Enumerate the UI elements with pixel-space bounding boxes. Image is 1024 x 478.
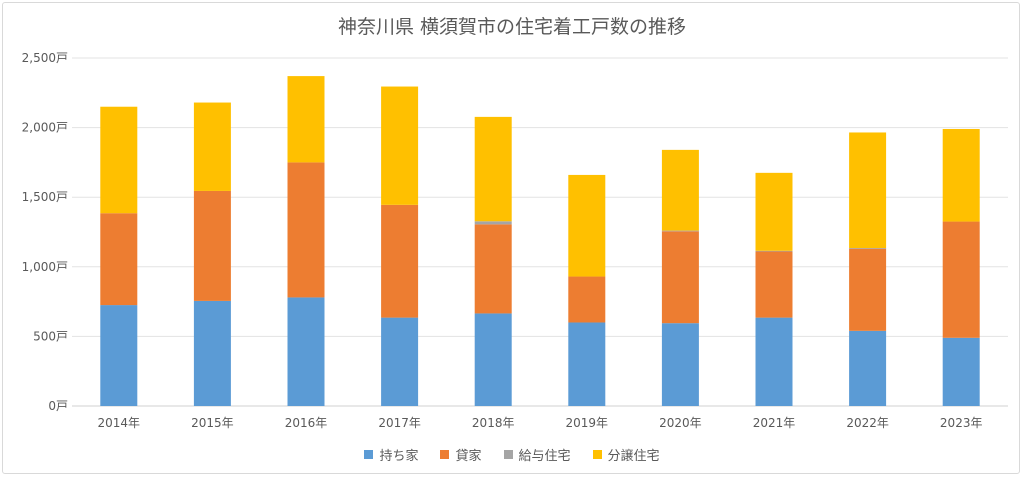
bar-segment-owned — [755, 317, 793, 406]
bar-segment-company-housing — [755, 250, 793, 252]
legend-item-rental: 貸家 — [440, 445, 482, 464]
x-tick-label: 2020年 — [659, 416, 702, 430]
bar-segment-rental — [755, 251, 793, 318]
legend-label-company-housing: 給与住宅 — [518, 449, 571, 464]
bar-segment-rental — [381, 204, 419, 318]
x-tick-label: 2019年 — [566, 416, 609, 430]
legend-label-owned: 持ち家 — [379, 449, 419, 464]
bar-segment-for-sale — [755, 172, 793, 251]
bar-segment-owned — [474, 313, 512, 406]
bar-segment-company-housing — [474, 221, 512, 225]
chart-title: 神奈川県 横須賀市の住宅着工戸数の推移 — [337, 16, 687, 38]
bar-segment-company-housing — [661, 230, 699, 232]
bar-segment-rental — [287, 162, 325, 298]
y-tick-label: 2,000戸 — [22, 121, 68, 135]
bar-segment-owned — [568, 322, 606, 406]
bar-segment-rental — [568, 276, 606, 323]
bar-segment-company-housing — [849, 248, 887, 249]
bar-segment-for-sale — [661, 149, 699, 231]
x-tick-label: 2014年 — [98, 416, 141, 430]
bar-segment-for-sale — [193, 102, 231, 191]
bar-segment-for-sale — [381, 86, 419, 205]
bar-segment-owned — [661, 323, 699, 406]
legend-item-owned: 持ち家 — [364, 445, 418, 464]
legend-swatch-rental — [440, 450, 450, 459]
bar-segment-rental — [942, 221, 980, 338]
x-tick-label: 2015年 — [191, 416, 234, 430]
bar-segment-owned — [381, 317, 419, 406]
bar-segment-for-sale — [942, 128, 980, 222]
y-tick-label: 1,500戸 — [22, 190, 68, 204]
bar-segment-for-sale — [568, 174, 606, 277]
legend-swatch-for-sale — [592, 450, 602, 459]
bar-segment-rental — [661, 231, 699, 324]
y-tick-label: 1,000戸 — [22, 260, 68, 274]
bar-segment-rental — [100, 213, 138, 306]
legend-swatch-company-housing — [503, 450, 513, 459]
y-tick-label: 0戸 — [48, 399, 68, 413]
y-tick-label: 2,500戸 — [22, 51, 68, 65]
legend-swatch-owned — [364, 450, 374, 459]
bar-segment-for-sale — [849, 132, 887, 249]
bar-segment-for-sale — [474, 116, 512, 222]
x-tick-label: 2022年 — [846, 416, 889, 430]
bar-segment-for-sale — [287, 76, 325, 163]
bar-segment-owned — [100, 305, 138, 406]
y-tick-label: 500戸 — [33, 329, 68, 343]
legend-label-for-sale: 分譲住宅 — [607, 449, 660, 464]
x-tick-label: 2016年 — [285, 416, 328, 430]
bar-segment-owned — [193, 300, 231, 406]
bar-segment-owned — [849, 330, 887, 406]
bar-segment-rental — [193, 190, 231, 301]
bar-segment-rental — [474, 224, 512, 314]
legend-label-rental: 貸家 — [455, 449, 482, 464]
bar-segment-owned — [942, 337, 980, 406]
x-tick-label: 2021年 — [753, 416, 796, 430]
x-tick-label: 2023年 — [940, 416, 983, 430]
legend-item-for-sale: 分譲住宅 — [592, 445, 660, 464]
legend-item-company-housing: 給与住宅 — [503, 445, 571, 464]
chart-legend: 持ち家 貸家 給与住宅 分譲住宅 — [0, 445, 1024, 464]
x-tick-label: 2018年 — [472, 416, 515, 430]
bar-segment-rental — [849, 248, 887, 331]
bar-segment-owned — [287, 297, 325, 406]
bar-segment-for-sale — [100, 106, 138, 214]
x-tick-label: 2017年 — [378, 416, 421, 430]
